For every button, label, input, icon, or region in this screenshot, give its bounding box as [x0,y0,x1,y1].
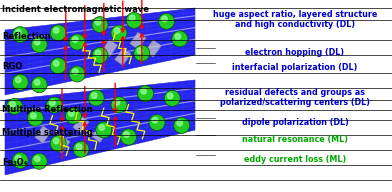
Polygon shape [5,8,195,95]
Circle shape [95,50,101,56]
Circle shape [69,66,85,82]
Bar [35,126,51,143]
Text: interfacial polarization (DL): interfacial polarization (DL) [232,63,358,72]
Circle shape [76,144,82,150]
Circle shape [111,25,127,41]
Circle shape [95,19,101,25]
Circle shape [34,156,40,162]
Circle shape [114,28,120,33]
Text: electron hopping (DL): electron hopping (DL) [245,48,345,57]
Circle shape [88,90,104,106]
Circle shape [34,79,40,85]
Circle shape [167,93,173,99]
Text: Reflection: Reflection [2,32,51,41]
Circle shape [50,135,66,151]
Circle shape [96,122,112,138]
Circle shape [126,12,142,28]
Circle shape [162,16,167,22]
Circle shape [15,155,21,161]
Circle shape [120,129,136,145]
Circle shape [15,77,21,83]
Circle shape [50,58,66,74]
Circle shape [10,101,15,107]
Circle shape [27,110,44,126]
Bar [115,48,131,65]
Text: huge aspect ratio, layered structure
and high conductivity (DL): huge aspect ratio, layered structure and… [213,10,377,29]
Circle shape [65,108,82,124]
Circle shape [7,98,22,114]
Circle shape [177,120,183,126]
Circle shape [158,13,174,29]
Circle shape [12,152,28,168]
Circle shape [15,29,21,35]
Circle shape [137,48,143,54]
Bar [54,136,70,153]
Circle shape [174,117,190,133]
Circle shape [73,69,78,74]
Circle shape [53,28,59,33]
Circle shape [152,117,158,123]
Text: natural resonance (ML): natural resonance (ML) [242,135,348,144]
Circle shape [31,36,47,53]
Circle shape [12,27,28,43]
Circle shape [92,47,108,63]
Text: eddy current loss (ML): eddy current loss (ML) [244,155,346,164]
Circle shape [149,114,165,131]
Text: Incident electromagnetic wave: Incident electromagnetic wave [2,5,149,14]
Circle shape [46,97,62,113]
Bar [102,40,118,57]
Circle shape [172,31,188,47]
Circle shape [12,74,28,90]
Circle shape [53,61,59,66]
Circle shape [141,89,146,94]
Circle shape [50,100,55,105]
Circle shape [34,39,40,45]
Circle shape [129,15,135,21]
Circle shape [69,111,74,116]
Circle shape [91,93,97,98]
Text: Fe₃O₄: Fe₃O₄ [2,158,27,167]
Text: RGO: RGO [2,62,22,71]
Circle shape [134,45,150,61]
Circle shape [50,25,66,41]
Circle shape [111,97,127,113]
Text: Multiple scattering: Multiple scattering [2,128,93,137]
Circle shape [138,86,154,102]
Circle shape [73,37,78,42]
Text: Multiple Reflection: Multiple Reflection [2,105,93,114]
Bar [92,125,108,142]
Circle shape [124,132,129,137]
Circle shape [114,100,120,105]
Circle shape [175,34,181,39]
Text: dipole polarization (DL): dipole polarization (DL) [241,118,348,127]
Circle shape [31,113,36,118]
Bar [130,32,146,49]
Text: residual defects and groups as
polarized/scattering centers (DL): residual defects and groups as polarized… [220,88,370,107]
Polygon shape [5,80,195,175]
Circle shape [69,34,85,50]
Circle shape [73,141,89,157]
Circle shape [31,153,47,169]
Circle shape [164,90,180,106]
Circle shape [92,17,108,33]
Bar [73,116,89,133]
Bar [145,40,162,57]
Circle shape [31,77,47,93]
Circle shape [99,125,105,130]
Circle shape [53,138,59,144]
